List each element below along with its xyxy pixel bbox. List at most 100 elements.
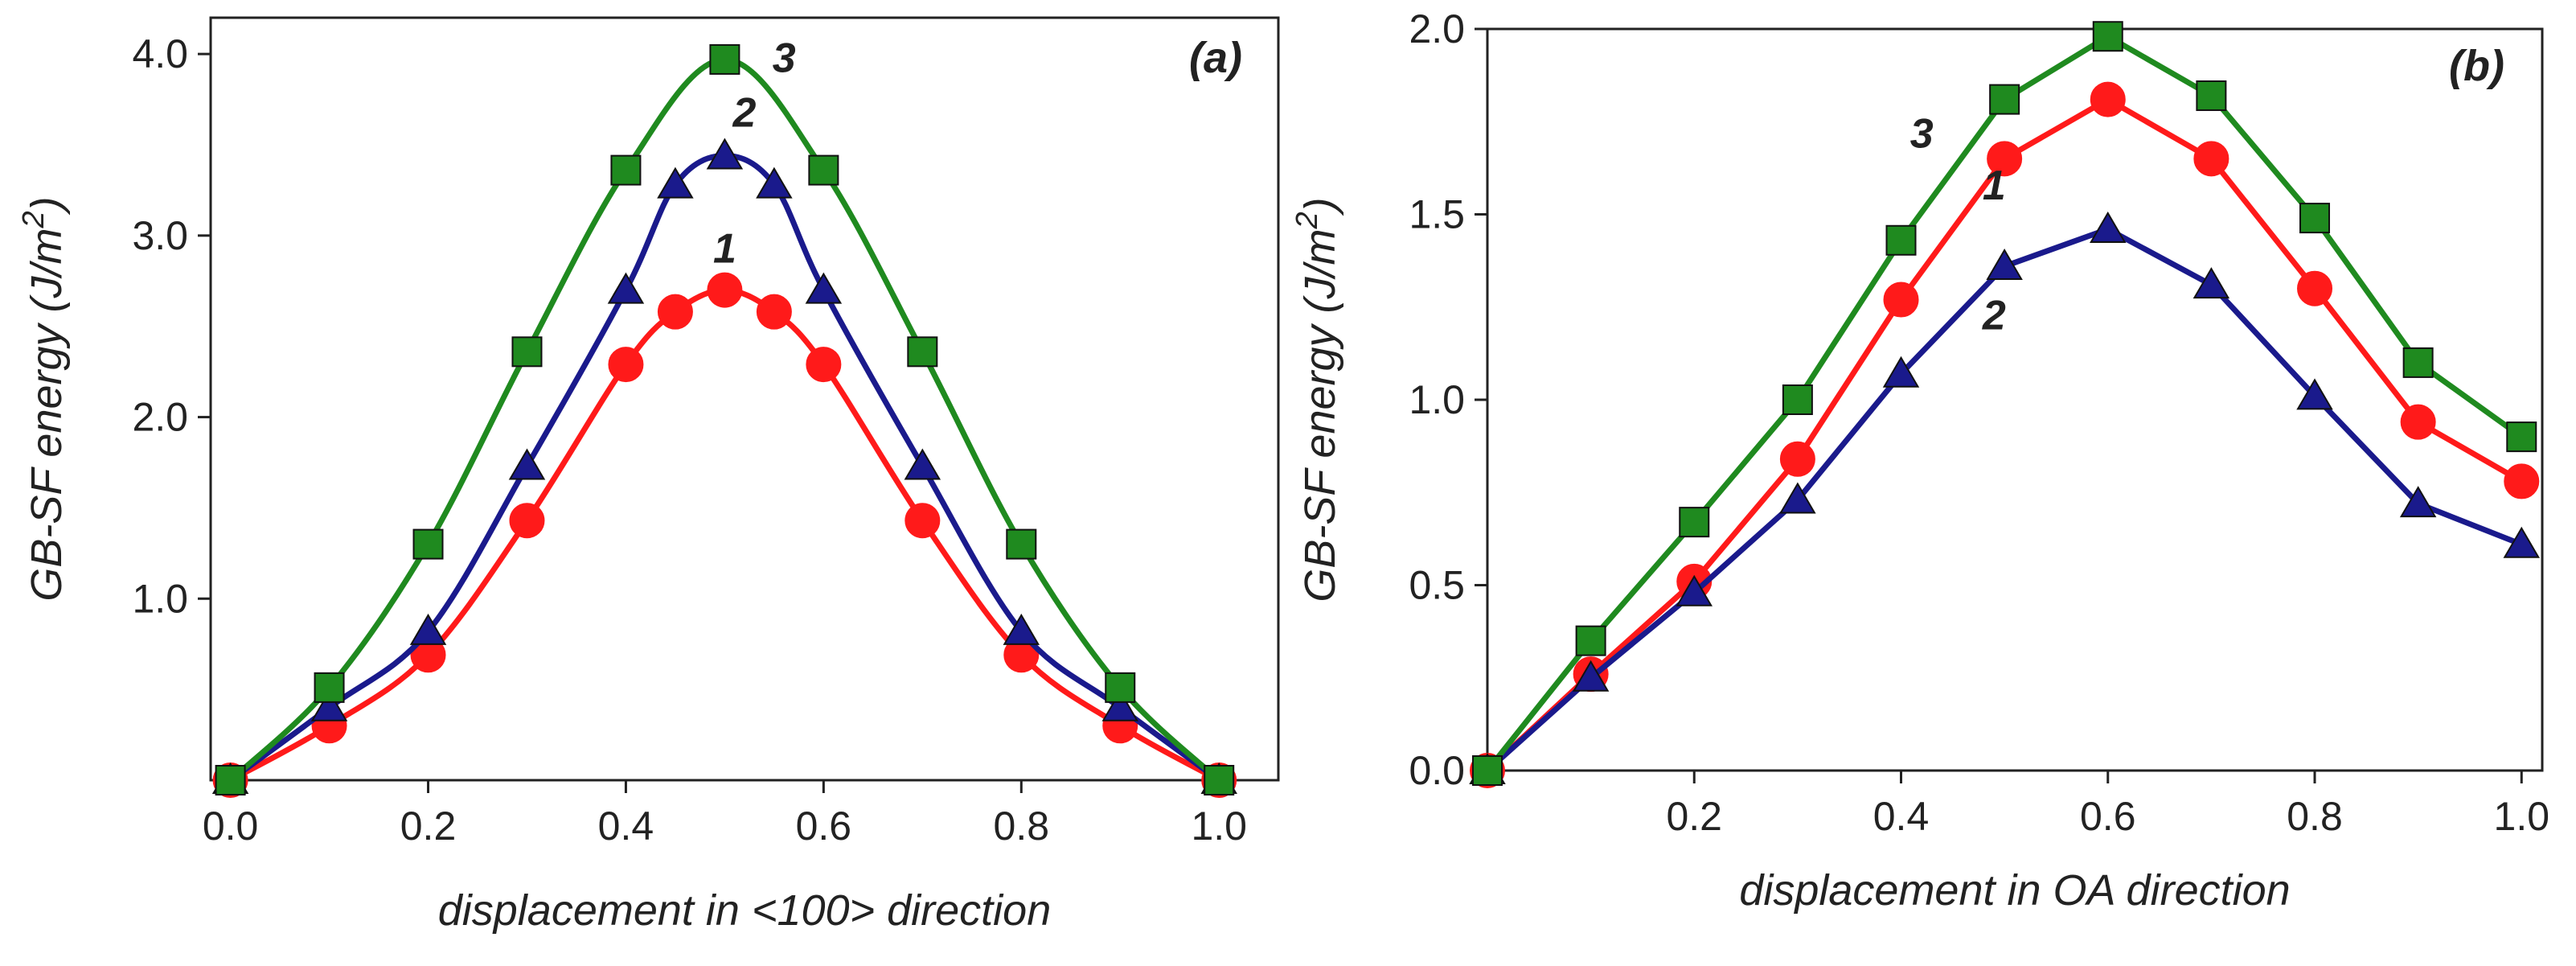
x-tick-label: 0.6: [796, 804, 852, 849]
data-point-circle: [904, 503, 941, 539]
data-point-circle: [2297, 270, 2333, 306]
x-tick-label: 0.2: [400, 804, 457, 849]
y-tick-label: 1.0: [132, 576, 188, 621]
x-axis-title: displacement in OA direction: [1739, 866, 2290, 915]
plot-frame: [209, 16, 1280, 782]
y-tick-label: 3.0: [132, 213, 188, 258]
x-tick-label: 0.8: [994, 804, 1050, 849]
y-tick-label: 1.0: [1409, 377, 1465, 422]
panel-label: (a): [1189, 34, 1242, 82]
curve-label: 2: [1982, 292, 2006, 339]
x-tick-label: 0.4: [1873, 794, 1930, 839]
data-point-circle: [2090, 81, 2126, 117]
data-point-triangle: [1003, 613, 1040, 645]
data-point-circle: [608, 347, 644, 383]
data-point-square: [314, 672, 345, 703]
data-point-triangle: [756, 166, 793, 199]
data-point-circle: [1883, 282, 1919, 318]
data-point-triangle: [2192, 267, 2230, 299]
data-point-square: [610, 154, 642, 186]
data-point-triangle: [1779, 482, 1816, 514]
x-tick-label: 0.6: [2080, 794, 2136, 839]
data-point-triangle: [2090, 211, 2127, 243]
data-point-square: [709, 43, 740, 75]
data-point-triangle: [2399, 486, 2437, 518]
data-point-square: [1204, 765, 1235, 795]
data-point-square: [1989, 84, 2020, 115]
y-axis-title: GB-SF energy (J/m2): [17, 196, 71, 601]
y-axis-title-close: ): [23, 196, 71, 216]
data-point-square: [215, 765, 246, 795]
y-tick-label: 2.0: [132, 395, 188, 440]
data-point-square: [1105, 672, 1136, 703]
data-point-circle: [806, 347, 842, 383]
y-axis-title-superscript: 2: [17, 211, 51, 228]
y-tick-label: 0.0: [1409, 748, 1465, 793]
x-tick-label: 0.2: [1666, 794, 1722, 839]
data-point-triangle: [1676, 574, 1713, 606]
data-point-triangle: [310, 689, 348, 721]
curve-label: 3: [1910, 111, 1934, 158]
data-point-circle: [1779, 441, 1815, 477]
data-point-square: [2299, 203, 2331, 234]
x-tick-label: 0.4: [598, 804, 654, 849]
curve-label: 1: [1983, 162, 2006, 209]
data-point-square: [1472, 755, 1503, 786]
data-point-triangle: [2503, 526, 2541, 558]
y-axis-title-close: ): [1296, 197, 1344, 216]
y-axis-title-main: GB-SF energy (J/m: [1296, 229, 1344, 602]
data-point-circle: [509, 503, 545, 539]
data-point-square: [412, 528, 444, 560]
data-point-triangle: [607, 272, 645, 304]
data-point-square: [2506, 421, 2537, 453]
series-2: 2: [1469, 211, 2541, 784]
data-point-square: [2092, 21, 2123, 52]
panel-a-chart: 0.0 0.2 0.4 0.6 0.8 1.0 1.0 2.0 3.0 4.0 displaceme…: [17, 16, 1280, 935]
data-point-triangle: [706, 138, 744, 170]
x-tick-label: 0.0: [203, 804, 259, 849]
curve-label: 1: [713, 226, 736, 273]
data-point-circle: [2400, 404, 2436, 440]
data-point-triangle: [1572, 660, 1610, 692]
panel-b-chart: 0.2 0.4 0.6 0.8 1.0 0.0 0.5 1.0 1.5 2.0 displaceme…: [1290, 6, 2549, 915]
data-point-square: [1575, 625, 1606, 656]
data-point-triangle: [1882, 356, 1920, 388]
data-point-square: [2402, 347, 2434, 378]
data-point-circle: [707, 272, 743, 308]
y-axis-title-main: GB-SF energy (J/m: [23, 228, 71, 602]
series-3: 3: [1472, 21, 2537, 786]
data-point-triangle: [409, 613, 447, 645]
data-point-square: [2196, 80, 2227, 111]
data-point-circle: [657, 294, 693, 330]
data-point-triangle: [657, 166, 694, 199]
x-tick-label: 1.0: [2494, 794, 2550, 839]
data-point-triangle: [2296, 378, 2333, 410]
x-axis-title: displacement in <100> direction: [438, 886, 1052, 935]
data-point-circle: [2193, 141, 2229, 177]
data-point-square: [511, 336, 543, 368]
panel-label: (b): [2449, 42, 2504, 90]
y-axis-title-superscript: 2: [1290, 212, 1324, 229]
data-point-circle: [2504, 463, 2540, 499]
data-point-triangle: [508, 448, 546, 480]
series-2: 2: [211, 89, 1237, 794]
y-tick-label: 0.5: [1409, 563, 1465, 608]
data-point-circle: [756, 294, 792, 330]
data-point-triangle: [1986, 249, 2023, 281]
data-point-triangle: [904, 448, 941, 480]
y-tick-label: 2.0: [1409, 6, 1465, 51]
y-axis-title: GB-SF energy (J/m2): [1290, 197, 1344, 602]
data-point-circle: [1987, 141, 2023, 177]
y-tick-label: 4.0: [132, 31, 188, 76]
data-point-square: [808, 154, 839, 186]
data-point-triangle: [805, 272, 843, 304]
curve-label: 2: [732, 89, 757, 136]
data-point-square: [907, 336, 938, 368]
curve-label: 3: [773, 35, 796, 82]
data-point-square: [1006, 528, 1037, 560]
data-point-square: [1782, 384, 1813, 415]
x-tick-label: 1.0: [1191, 804, 1247, 849]
y-tick-label: 1.5: [1409, 192, 1465, 237]
